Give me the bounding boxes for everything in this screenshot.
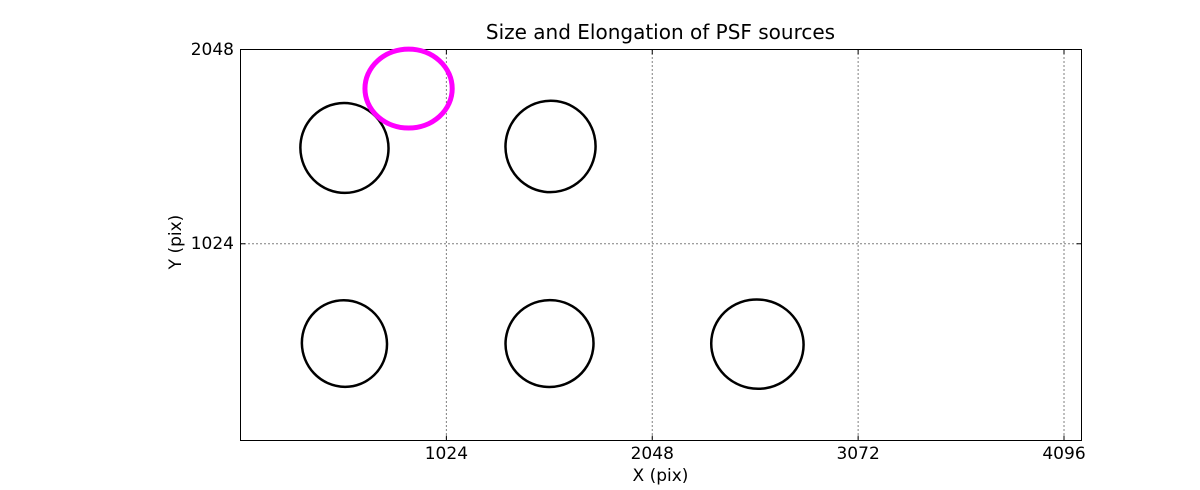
x-axis-label: X (pix) <box>632 466 689 486</box>
psf-ellipse <box>504 298 595 389</box>
highlighted-psf-ellipse <box>362 46 455 131</box>
x-tick-label: 4096 <box>1042 444 1086 464</box>
y-axis-label: Y (pix) <box>166 214 186 270</box>
x-tick-label: 3072 <box>836 444 880 464</box>
psf-ellipse <box>300 299 389 389</box>
y-tick-label: 1024 <box>190 233 234 254</box>
x-tick-label: 2048 <box>630 444 674 464</box>
chart-title: Size and Elongation of PSF sources <box>485 20 836 44</box>
psf-ellipse <box>504 99 597 194</box>
y-tick-label: 2048 <box>190 39 234 60</box>
psf-ellipse <box>709 298 805 391</box>
x-tick-label: 1024 <box>424 444 469 464</box>
plot-frame <box>240 49 1082 441</box>
psf-ellipse <box>299 101 390 195</box>
